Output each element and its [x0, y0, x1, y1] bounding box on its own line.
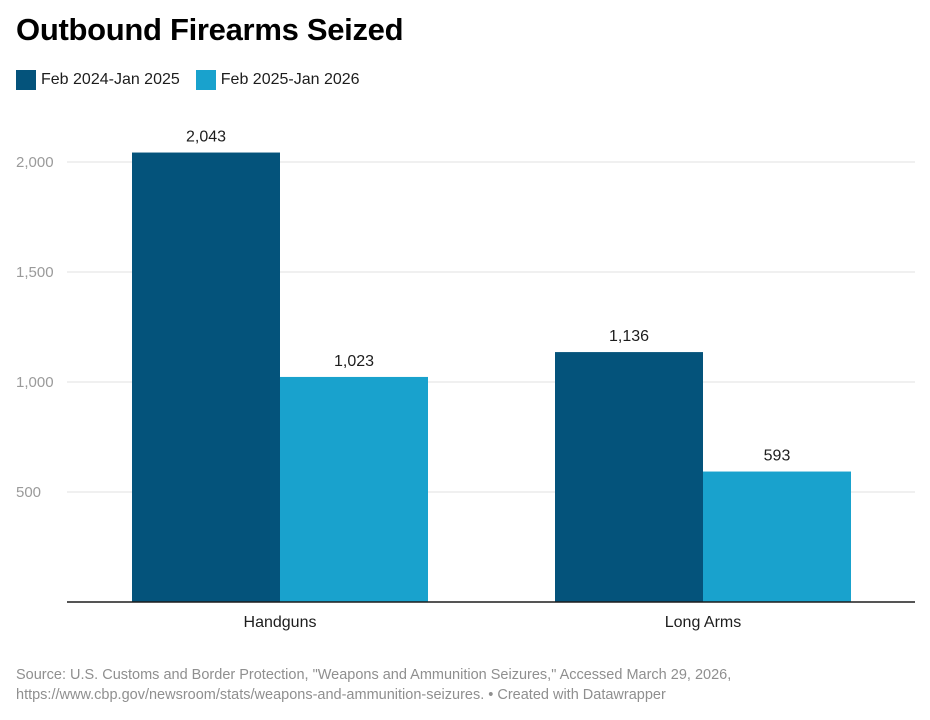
data-label: 1,136 [609, 328, 649, 345]
legend-item-series-2: Feb 2025-Jan 2026 [195, 70, 360, 90]
y-tick-label: 1,500 [16, 264, 54, 281]
legend-swatch-series-1 [16, 70, 36, 90]
y-tick-label: 1,000 [16, 374, 54, 391]
legend-label-series-2: Feb 2025-Jan 2026 [220, 71, 360, 88]
bar [555, 352, 703, 602]
bar [132, 152, 280, 603]
y-tick-label: 2,000 [16, 154, 54, 171]
data-label: 2,043 [186, 129, 226, 146]
bar [280, 376, 428, 602]
x-category-label: Handguns [244, 614, 317, 631]
bar-chart: 500 1,000 1,500 2,000 2,043 1,023 Handguns 1,13… [16, 129, 915, 631]
legend: Feb 2024-Jan 2025 Feb 2025-Jan 2026 [16, 70, 376, 90]
legend-label-series-1: Feb 2024-Jan 2025 [41, 71, 180, 88]
bar [703, 471, 851, 602]
legend-item-series-1: Feb 2024-Jan 2025 [16, 70, 180, 90]
legend-swatch-series-2 [195, 70, 216, 90]
chart-title: Outbound Firearms Seized [16, 12, 404, 47]
source-footer: Source: U.S. Customs and Border Protecti… [16, 665, 916, 705]
data-label: 1,023 [334, 353, 374, 370]
y-tick-label: 500 [16, 484, 41, 501]
data-label: 593 [764, 448, 791, 465]
source-line-2: https://www.cbp.gov/newsroom/stats/weapo… [16, 687, 666, 703]
source-line-1: Source: U.S. Customs and Border Protecti… [16, 667, 732, 683]
x-category-label: Long Arms [665, 614, 741, 631]
